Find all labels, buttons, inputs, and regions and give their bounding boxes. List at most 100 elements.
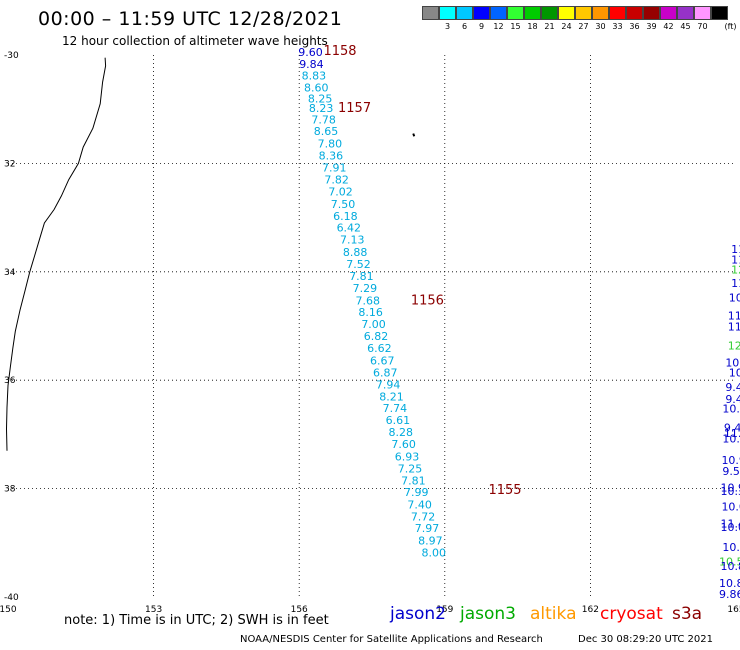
- legend-swatch: [456, 6, 473, 20]
- legend-swatch: [694, 6, 711, 20]
- swh-value: 11: [731, 243, 740, 256]
- legend-label: 45: [680, 22, 691, 31]
- swh-value: 7.40: [407, 499, 432, 512]
- lon-tick-label: 150: [0, 605, 17, 615]
- swh-value: 7.81: [349, 270, 374, 283]
- satellite-jason3: jason3: [460, 604, 516, 624]
- swh-value: 7.13: [340, 234, 365, 247]
- swh-value: 7.91: [322, 162, 347, 175]
- swh-value: 8.88: [343, 246, 368, 259]
- swh-value: 6.18: [333, 210, 358, 223]
- swh-value: 9.48: [725, 381, 740, 394]
- time-label: 1158: [323, 44, 356, 59]
- legend-swatch: [575, 6, 592, 20]
- swh-value: 7.60: [391, 438, 416, 451]
- swh-value: 7.82: [324, 173, 349, 186]
- legend-label: 36: [629, 22, 640, 31]
- swh-value: 8.25: [308, 93, 333, 106]
- swh-value: 7.72: [411, 511, 436, 524]
- swh-value: 6.42: [337, 222, 362, 235]
- swh-value: 11.3: [728, 320, 740, 333]
- swh-value: 7.97: [415, 522, 440, 535]
- swh-value: 10.87: [720, 560, 740, 573]
- legend-swatch: [626, 6, 643, 20]
- swh-value: 8.65: [314, 125, 339, 138]
- lat-tick-label: 36: [4, 376, 16, 386]
- swh-value: 7.78: [311, 113, 336, 126]
- swh-value: 12: [731, 263, 740, 276]
- map-subtitle: 12 hour collection of altimeter wave hei…: [62, 34, 328, 48]
- swh-value: 7.25: [398, 462, 423, 475]
- swh-value: 11.3: [728, 309, 740, 322]
- swh-value: 9.86: [719, 588, 740, 601]
- swh-value: 7.99: [404, 486, 429, 499]
- swh-value: 7.00: [361, 318, 386, 331]
- swh-value: 7.02: [328, 185, 353, 198]
- swh-value: 7.94: [376, 378, 401, 391]
- island-mark: [412, 133, 416, 137]
- lat-tick-label: 32: [4, 159, 15, 169]
- color-legend: [422, 6, 728, 20]
- lon-tick-label: 165: [727, 605, 740, 615]
- swh-value: 10.8: [729, 366, 740, 379]
- swh-value: 10.19: [722, 433, 740, 446]
- swh-value: 10.05: [721, 500, 740, 513]
- legend-label: 6: [461, 22, 468, 31]
- legend-swatch: [609, 6, 626, 20]
- legend-label: 33: [612, 22, 623, 31]
- swh-value: 10.: [729, 292, 740, 305]
- swh-value: 8.21: [379, 390, 404, 403]
- swh-value: 8.36: [319, 150, 344, 163]
- legend-swatch: [507, 6, 524, 20]
- legend-swatch: [473, 6, 490, 20]
- lat-tick-label: -40: [4, 593, 19, 603]
- time-label: 1156: [411, 293, 444, 308]
- swh-value: 7.80: [318, 138, 343, 151]
- legend-swatch: [541, 6, 558, 20]
- swh-value: 10.71: [722, 403, 740, 416]
- coastline: [5, 57, 107, 451]
- legend-label: 42: [663, 22, 674, 31]
- swh-value: 10.19: [722, 541, 740, 554]
- lat-tick-label: -30: [4, 51, 19, 61]
- swh-value: 11: [731, 277, 740, 290]
- legend-swatch: [711, 6, 728, 20]
- footer-credit: NOAA/NESDIS Center for Satellite Applica…: [240, 634, 543, 645]
- time-label: 1157: [338, 101, 371, 116]
- satellite-altika: altika: [530, 604, 577, 624]
- legend-swatch: [490, 6, 507, 20]
- swh-value: 9.60: [298, 46, 323, 59]
- legend-label: 30: [595, 22, 606, 31]
- color-legend-labels: 3 6 9 12 15 18 21 24 27 30 33 36 39 42 45 70 (ft): [422, 22, 740, 34]
- swh-value: 11.46: [720, 518, 740, 531]
- lon-tick-label: 156: [291, 605, 308, 615]
- satellite-jason2: jason2: [390, 604, 446, 624]
- swh-value: 10.85: [719, 577, 740, 590]
- legend-label: 21: [544, 22, 555, 31]
- lon-tick-label: 162: [582, 605, 599, 615]
- lat-tick-label: 38: [4, 485, 16, 495]
- swh-value: 6.82: [364, 330, 389, 343]
- swh-value: 7.52: [346, 258, 371, 271]
- swh-value: 6.93: [395, 450, 420, 463]
- legend-swatch: [422, 6, 439, 20]
- legend-label: 18: [527, 22, 538, 31]
- legend-swatch: [592, 6, 609, 20]
- footer-note: note: 1) Time is in UTC; 2) SWH is in fe…: [64, 613, 329, 628]
- swh-value: 8.28: [389, 426, 414, 439]
- swh-value: 7.68: [355, 294, 380, 307]
- legend-label: 3: [444, 22, 451, 31]
- legend-label: 15: [510, 22, 521, 31]
- swh-value: 8.60: [304, 81, 329, 94]
- legend-swatch: [558, 6, 575, 20]
- legend-label: 9: [478, 22, 485, 31]
- satellite-cryosat: cryosat: [600, 604, 663, 624]
- satellite-s3a: s3a: [672, 604, 703, 624]
- legend-swatch: [643, 6, 660, 20]
- swh-value: 7.50: [331, 198, 356, 211]
- swh-value: 11: [731, 254, 740, 267]
- legend-label: 12: [493, 22, 504, 31]
- legend-label: 27: [578, 22, 589, 31]
- swh-value: 8.97: [418, 534, 443, 547]
